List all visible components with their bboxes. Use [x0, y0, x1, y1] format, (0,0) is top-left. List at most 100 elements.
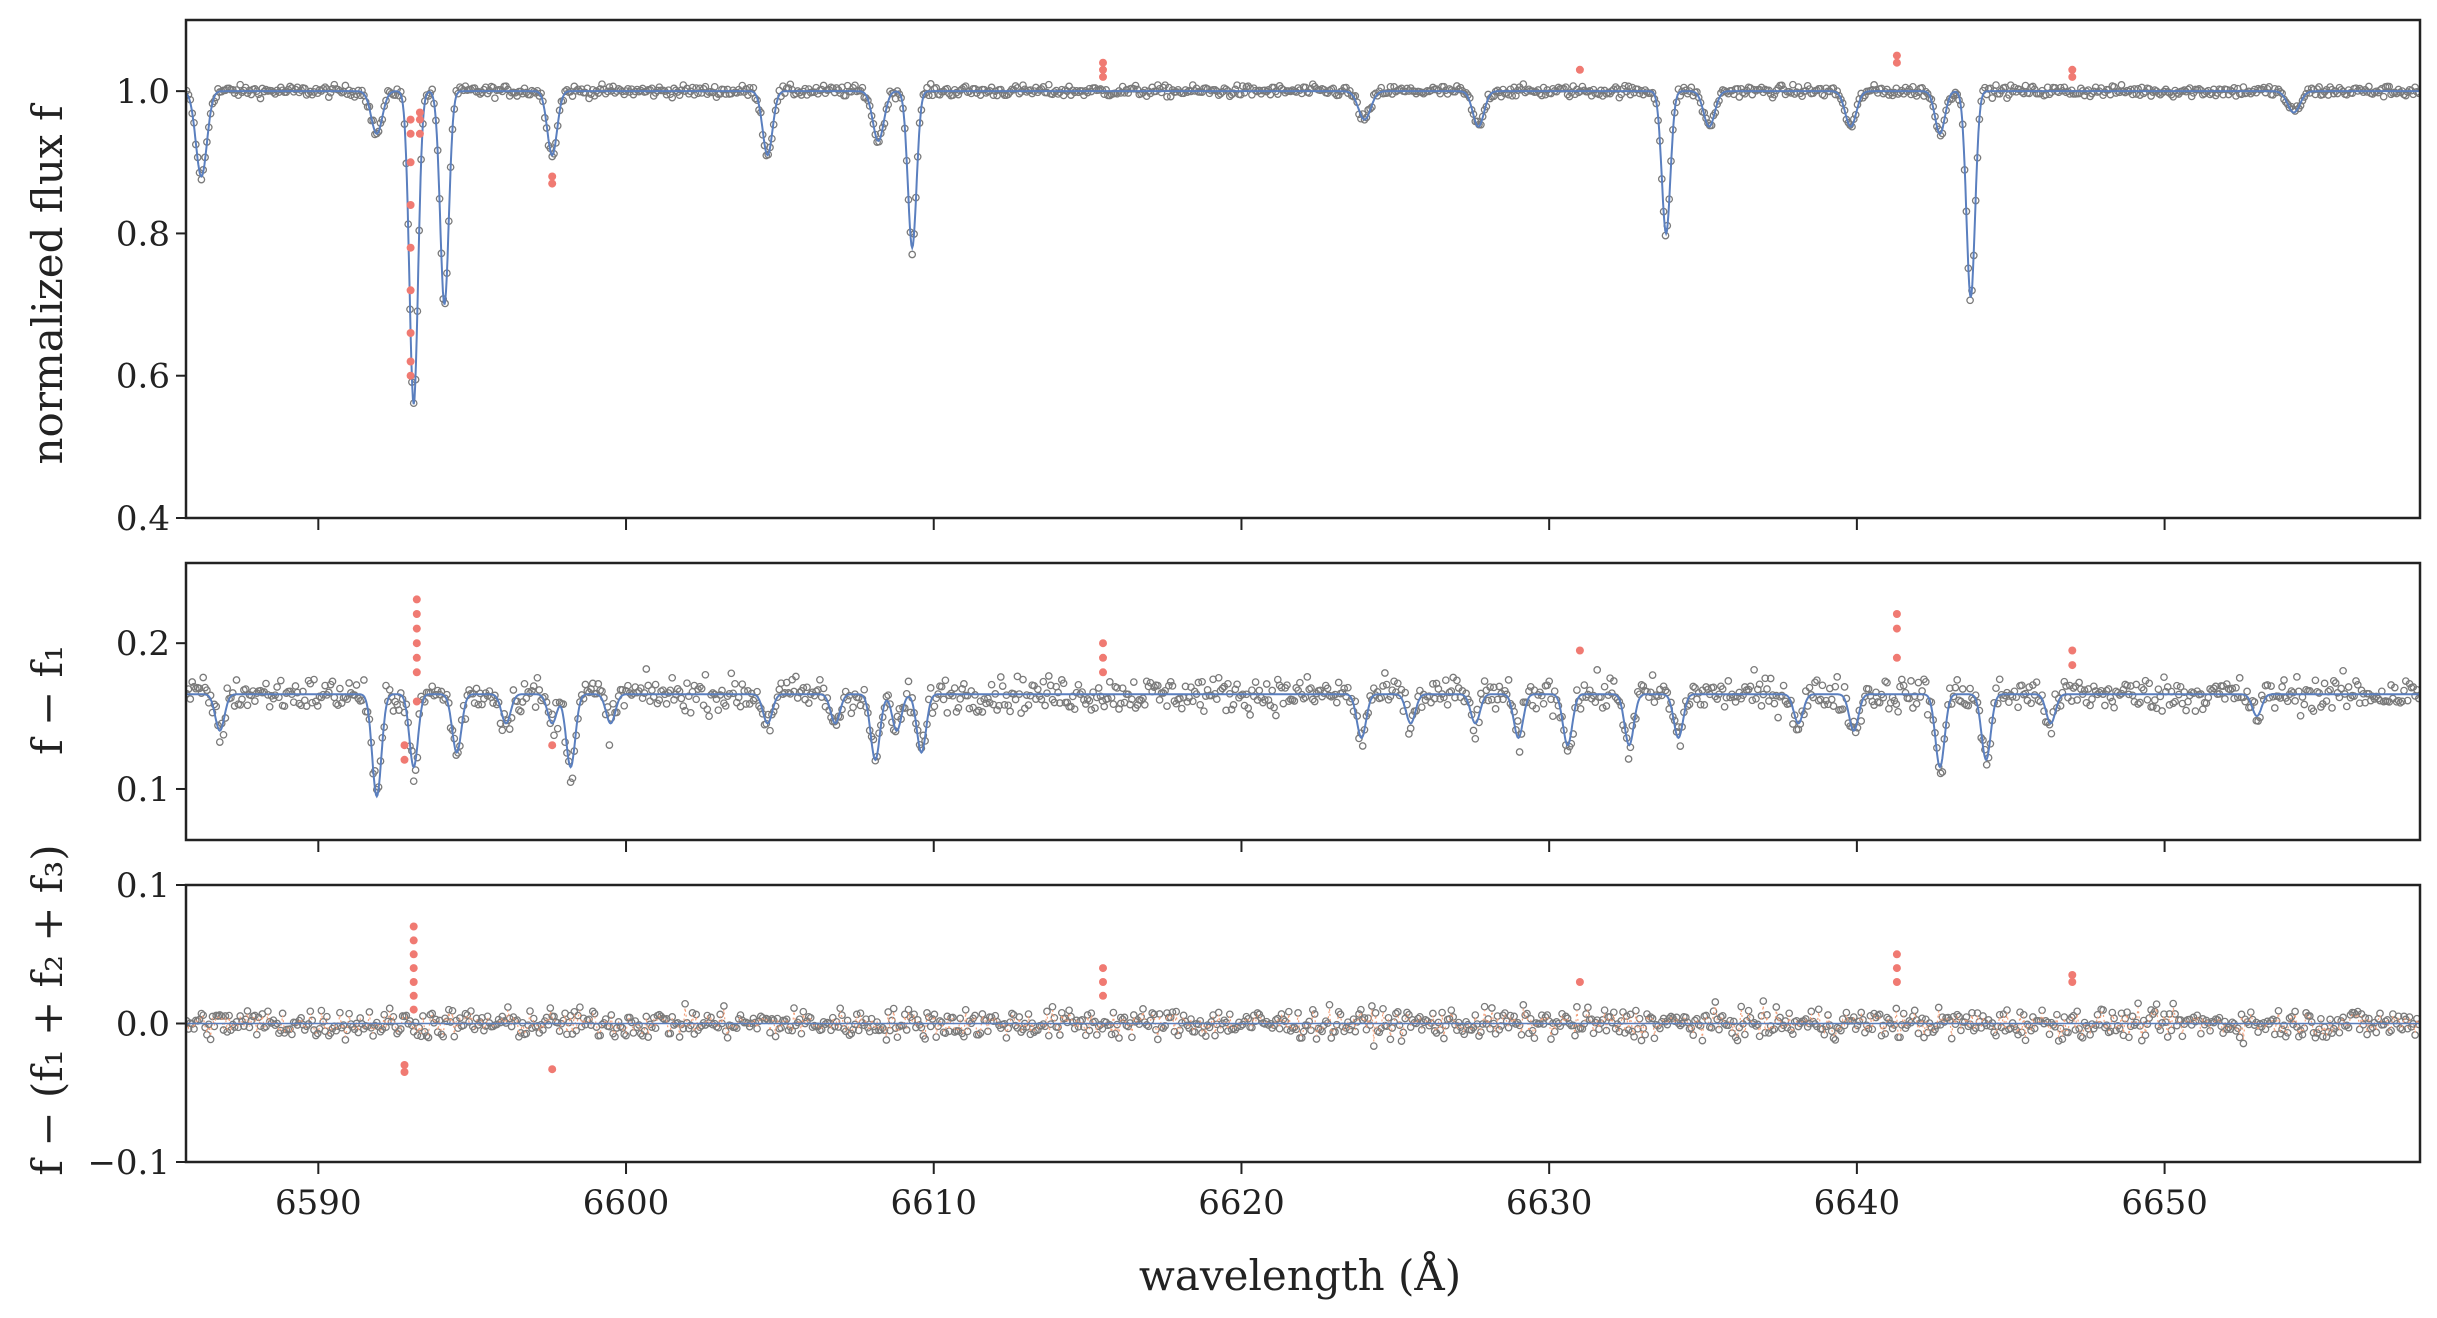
data-point [596, 85, 605, 93]
data-point [1763, 685, 1771, 693]
data-point [2115, 88, 2124, 97]
data-point [1602, 702, 1611, 710]
data-point [1713, 695, 1722, 703]
data-point [2049, 1021, 2058, 1029]
x-tick-label: 6620 [1198, 1183, 1285, 1223]
data-point [1766, 674, 1775, 683]
data-point [1157, 88, 1166, 97]
data-point [400, 708, 409, 717]
y-axis-label-bottom: f − (f₁ + f₂ + f₃) [23, 844, 72, 1175]
data-point [1770, 1025, 1779, 1034]
data-point [2191, 707, 2200, 715]
data-point [1770, 699, 1779, 708]
data-point [904, 677, 913, 686]
data-point [681, 999, 689, 1008]
y-tick-label: 0.0 [116, 1005, 170, 1045]
data-point [1266, 701, 1275, 710]
data-point [1868, 85, 1877, 94]
data-point [1019, 81, 1027, 90]
data-point [1772, 1003, 1781, 1011]
data-point [1489, 683, 1498, 692]
data-point [2040, 707, 2048, 716]
data-point [1381, 669, 1389, 677]
data-point [581, 680, 590, 689]
data-point [1873, 89, 1882, 97]
data-point [777, 679, 785, 688]
data-point [2396, 1024, 2405, 1032]
data-point [1923, 89, 1932, 98]
data-point [354, 694, 363, 703]
data-point [2270, 704, 2279, 712]
data-point [2145, 679, 2154, 688]
y-tick-label: 0.2 [116, 624, 170, 664]
data-point [1166, 677, 1175, 686]
y-tick-label: 0.1 [116, 866, 170, 906]
data-point [636, 684, 645, 692]
data-point [1445, 688, 1454, 697]
data-point [2337, 85, 2346, 94]
data-point [203, 686, 211, 695]
data-point [2117, 81, 2126, 89]
flagged-point [406, 158, 415, 167]
data-point [1528, 1026, 1537, 1035]
data-point [1517, 1030, 1526, 1039]
y-axis-label-top: normalized flux f [23, 102, 72, 464]
flagged-point [1099, 991, 1107, 1000]
data-point [1532, 704, 1541, 713]
data-point [1820, 700, 1829, 709]
data-point [1510, 707, 1518, 716]
data-point [345, 679, 353, 687]
data-point [2073, 696, 2082, 704]
data-point [336, 684, 344, 693]
data-point [1272, 711, 1280, 720]
data-point [1988, 94, 1997, 102]
data-point [1737, 1002, 1746, 1011]
data-point [1118, 684, 1127, 693]
data-point [1144, 682, 1153, 691]
data-point [2280, 1021, 2288, 1030]
data-point [1659, 682, 1668, 691]
data-point [293, 1021, 302, 1029]
data-point [387, 89, 396, 98]
data-point [1222, 85, 1230, 94]
data-point [2032, 678, 2041, 687]
data-point [1044, 672, 1053, 680]
data-point [1430, 694, 1439, 703]
data-point [1912, 699, 1921, 708]
data-point [1460, 1030, 1469, 1039]
data-point [1150, 1010, 1158, 1019]
data-point [679, 702, 688, 710]
data-point [1964, 701, 1973, 710]
flagged-point [1892, 51, 1901, 60]
data-point [251, 1011, 259, 1020]
data-point [1691, 684, 1699, 692]
data-point [627, 1018, 636, 1027]
data-point [2403, 1024, 2412, 1033]
data-point [2067, 1013, 2076, 1022]
data-point [594, 89, 603, 97]
data-point [276, 676, 285, 685]
flagged-point [409, 991, 418, 1000]
data-point [816, 675, 824, 684]
data-point [659, 1014, 667, 1023]
data-point [1899, 681, 1908, 690]
data-point [948, 691, 957, 700]
data-point [2137, 1036, 2146, 1045]
data-point [262, 85, 270, 94]
data-point [646, 697, 654, 706]
data-point [1508, 91, 1517, 100]
data-point [2235, 674, 2244, 682]
data-point [2352, 677, 2360, 685]
data-point [1609, 1008, 1618, 1017]
data-point [799, 1007, 808, 1016]
data-point [1393, 1008, 1402, 1016]
data-point [1331, 1028, 1339, 1036]
data-point [1142, 677, 1151, 686]
data-point [1303, 673, 1312, 681]
data-point [2130, 85, 2139, 93]
data-point [2003, 1006, 2011, 1014]
data-point [1163, 702, 1171, 710]
x-tick-label: 6600 [583, 1183, 670, 1223]
data-point [568, 774, 577, 783]
data-point [1441, 676, 1450, 685]
